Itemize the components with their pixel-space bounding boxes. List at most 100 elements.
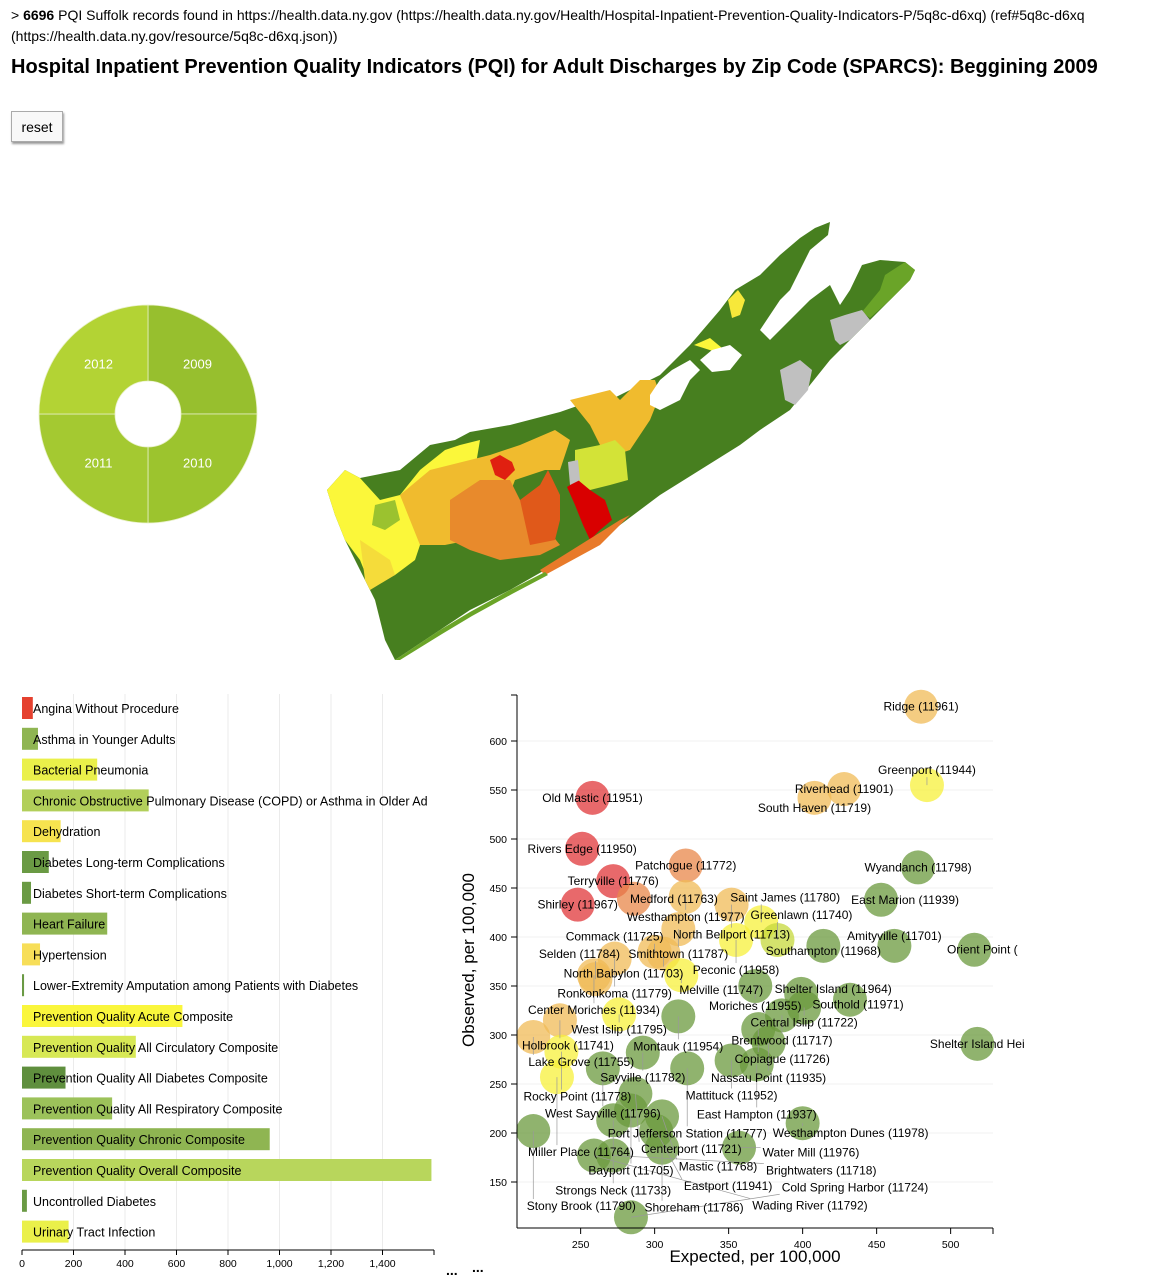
bubble-label: South Haven (11719): [758, 801, 871, 815]
pie-slice-2010[interactable]: [147, 413, 258, 524]
bar[interactable]: [22, 1066, 66, 1089]
bubble[interactable]: [864, 882, 899, 917]
x-axis-title: Expected, per 100,000: [669, 1247, 840, 1266]
x-tick-label: 0: [19, 1258, 25, 1270]
bar[interactable]: [22, 851, 49, 873]
map-region-grey-montauk[interactable]: [830, 310, 870, 345]
bar[interactable]: [22, 820, 61, 843]
x-tick-label: 800: [219, 1258, 237, 1270]
observed-vs-expected-bubble-chart: 150 200 250 300 350 400 450 500 550 600 250 300 350 4…: [459, 689, 1025, 1275]
x-tick-label: 200: [65, 1258, 83, 1270]
bubble[interactable]: [616, 881, 651, 916]
pie-slice-label: 2010: [183, 455, 212, 470]
map-region-east-gold[interactable]: [570, 380, 660, 455]
map-region-red-small[interactable]: [490, 455, 515, 480]
bubble[interactable]: [877, 928, 912, 963]
map-region-yellow-north[interactable]: [728, 290, 745, 318]
bar[interactable]: [22, 1128, 270, 1151]
pqi-description-row-chart: Angina Without Procedure Asthma in Younge…: [19, 694, 458, 1278]
bar[interactable]: [22, 943, 41, 966]
bubble-label: Copiague (11726): [735, 1052, 830, 1066]
bar-label: Prevention Quality All Respiratory Compo…: [33, 1102, 282, 1116]
map-region-yellow-north2[interactable]: [694, 338, 722, 352]
bubble[interactable]: [714, 1043, 749, 1078]
map-region-red[interactable]: [567, 480, 612, 540]
bar-label: Diabetes Short-term Complications: [33, 887, 227, 901]
bar[interactable]: [22, 758, 98, 781]
map-region-west-gold[interactable]: [360, 540, 395, 590]
bubble[interactable]: [785, 1106, 820, 1141]
bubble[interactable]: [664, 958, 699, 993]
bubble-label: Brightwaters (11718): [766, 1164, 877, 1178]
bubble[interactable]: [575, 780, 610, 815]
map-region-grey-east[interactable]: [780, 360, 812, 405]
bubble-label: Bayport (11705): [588, 1163, 673, 1177]
bubble-label: Old Mastic (11951): [542, 791, 642, 805]
map-region-dark-orange[interactable]: [520, 470, 560, 545]
bubble[interactable]: [797, 780, 832, 815]
bubble-label: Smithtown (11787): [628, 947, 728, 961]
bubble-label: Commack (11725): [566, 930, 664, 944]
page-title: Hospital Inpatient Prevention Quality In…: [11, 56, 1098, 78]
bubble[interactable]: [806, 928, 841, 963]
bubble[interactable]: [827, 772, 862, 807]
bar[interactable]: [22, 697, 33, 719]
bubble-label: Brentwood (11717): [731, 1033, 832, 1047]
bubble[interactable]: [957, 932, 992, 967]
bubble-label: Amityville (11701): [847, 929, 941, 943]
bubble-label: Ronkonkoma (11779): [557, 987, 672, 1001]
source-text: PQI Suffolk records found in https://hea…: [11, 7, 1085, 44]
pie-slice-2009[interactable]: [147, 304, 258, 415]
map-region-barrier-west[interactable]: [395, 572, 548, 660]
map-region-barrier-beach[interactable]: [540, 515, 630, 575]
bar[interactable]: [22, 1097, 113, 1120]
bubble-label: Miller Place (11764): [528, 1145, 634, 1159]
bar[interactable]: [22, 881, 32, 904]
bar-label: Hypertension: [33, 948, 107, 962]
bubble[interactable]: [516, 1019, 551, 1054]
bubble-label: Mattituck (11952): [686, 1088, 778, 1102]
bar[interactable]: [22, 1159, 432, 1181]
bubble-label-layer: Ridge (11961) Old Mastic (11951) Rivers Ed…: [522, 700, 1025, 1215]
bubble-label: North Bellport (11713): [673, 928, 790, 942]
bubble[interactable]: [904, 689, 939, 724]
bubble[interactable]: [960, 1026, 995, 1061]
map-region-orient[interactable]: [862, 262, 915, 318]
bubble-label: Shoreham (11786): [644, 1201, 743, 1215]
bar[interactable]: [22, 974, 25, 997]
bubble[interactable]: [833, 982, 867, 1017]
bubble[interactable]: [901, 850, 936, 885]
bar[interactable]: [22, 1035, 136, 1058]
pie-slice-2011[interactable]: [38, 413, 149, 524]
bubble[interactable]: [668, 848, 703, 883]
bubble[interactable]: [565, 831, 600, 866]
pie-slice-2012[interactable]: [38, 304, 149, 415]
bar[interactable]: [22, 1189, 27, 1212]
x-tick-label: 400: [794, 1239, 812, 1251]
leader-line-layer: [532, 777, 928, 1218]
map-region-light-green[interactable]: [372, 500, 400, 530]
map-region-grey-mid[interactable]: [568, 460, 580, 485]
bubble-label: Terryville (11776): [568, 874, 659, 888]
bubble-label: Rivers Edge (11950): [528, 842, 637, 856]
bar-label: Uncontrolled Diabetes: [33, 1195, 156, 1209]
bar[interactable]: [22, 1220, 69, 1243]
suffolk-zip-map: [327, 222, 915, 660]
bubble[interactable]: [560, 887, 595, 922]
label-leader-line: [655, 1130, 683, 1180]
bubble-label: Wyandanch (11798): [865, 860, 972, 874]
reset-button[interactable]: reset: [11, 111, 63, 142]
bubble[interactable]: [645, 1130, 680, 1165]
bar[interactable]: [22, 727, 38, 750]
bubble-label: Southold (11971): [812, 998, 903, 1012]
bar-label: Prevention Quality All Circulatory Compo…: [33, 1041, 278, 1055]
pie-slice-label: 2011: [85, 455, 113, 470]
bar[interactable]: [22, 1005, 183, 1027]
map-region-lime[interactable]: [575, 440, 628, 490]
y-tick-label: 200: [489, 1128, 507, 1140]
bar[interactable]: [22, 912, 108, 935]
more-indicator: ...: [446, 1262, 458, 1278]
bubble-label: Strongs Neck (11733): [555, 1183, 671, 1197]
bar[interactable]: [22, 789, 149, 812]
bubble-label: Montauk (11954): [633, 1039, 723, 1053]
